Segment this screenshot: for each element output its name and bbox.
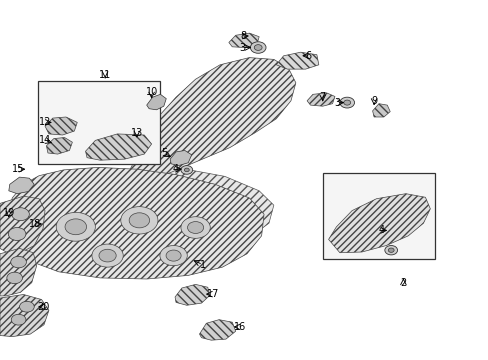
Polygon shape [328, 194, 429, 253]
Polygon shape [372, 104, 389, 117]
Polygon shape [85, 134, 151, 160]
Circle shape [92, 244, 123, 267]
Circle shape [254, 45, 262, 50]
Text: 16: 16 [233, 322, 245, 332]
Text: 5: 5 [161, 148, 166, 158]
Circle shape [121, 207, 158, 234]
Text: 3: 3 [334, 98, 340, 108]
Polygon shape [146, 94, 166, 110]
Bar [38, 81, 160, 164]
Polygon shape [228, 33, 259, 48]
Text: 17: 17 [206, 289, 219, 299]
Text: 3: 3 [239, 42, 244, 53]
Circle shape [56, 212, 95, 241]
Text: 9: 9 [370, 96, 376, 106]
Text: 20: 20 [37, 302, 49, 312]
Circle shape [387, 248, 393, 252]
Text: 6: 6 [305, 51, 310, 61]
Circle shape [11, 314, 26, 325]
Circle shape [343, 100, 350, 105]
Bar [322, 173, 434, 259]
Circle shape [160, 246, 187, 266]
Text: 12: 12 [39, 117, 51, 127]
Polygon shape [0, 294, 49, 337]
Polygon shape [0, 248, 37, 296]
Polygon shape [170, 150, 191, 166]
Text: 13: 13 [130, 128, 143, 138]
Circle shape [250, 42, 265, 53]
Circle shape [187, 222, 203, 234]
Circle shape [12, 208, 29, 221]
Text: 14: 14 [39, 135, 51, 145]
Text: 10: 10 [145, 87, 158, 97]
Polygon shape [276, 52, 318, 69]
Text: 1: 1 [200, 260, 205, 270]
Text: 11: 11 [99, 70, 111, 80]
Polygon shape [175, 284, 209, 305]
Polygon shape [45, 117, 77, 135]
Circle shape [339, 97, 354, 108]
Polygon shape [27, 169, 273, 257]
Polygon shape [199, 320, 235, 340]
Circle shape [129, 213, 149, 228]
Circle shape [384, 246, 397, 255]
Polygon shape [7, 167, 264, 279]
Polygon shape [0, 196, 45, 253]
Polygon shape [9, 177, 34, 194]
Polygon shape [124, 58, 295, 182]
Circle shape [7, 272, 22, 284]
Text: 2: 2 [400, 278, 406, 288]
Circle shape [181, 217, 210, 238]
Text: 19: 19 [2, 208, 15, 218]
Circle shape [166, 250, 181, 261]
Polygon shape [46, 138, 72, 154]
Circle shape [20, 301, 34, 312]
Polygon shape [306, 93, 334, 106]
Circle shape [11, 256, 26, 268]
Text: 15: 15 [12, 164, 25, 174]
Circle shape [184, 168, 189, 172]
Circle shape [181, 166, 192, 174]
Circle shape [99, 249, 116, 262]
Circle shape [65, 219, 86, 235]
Text: 7: 7 [319, 92, 325, 102]
Text: 4: 4 [378, 225, 384, 235]
Text: 4: 4 [173, 164, 179, 174]
Text: 8: 8 [240, 31, 246, 41]
Circle shape [8, 228, 26, 240]
Text: 18: 18 [29, 219, 41, 229]
